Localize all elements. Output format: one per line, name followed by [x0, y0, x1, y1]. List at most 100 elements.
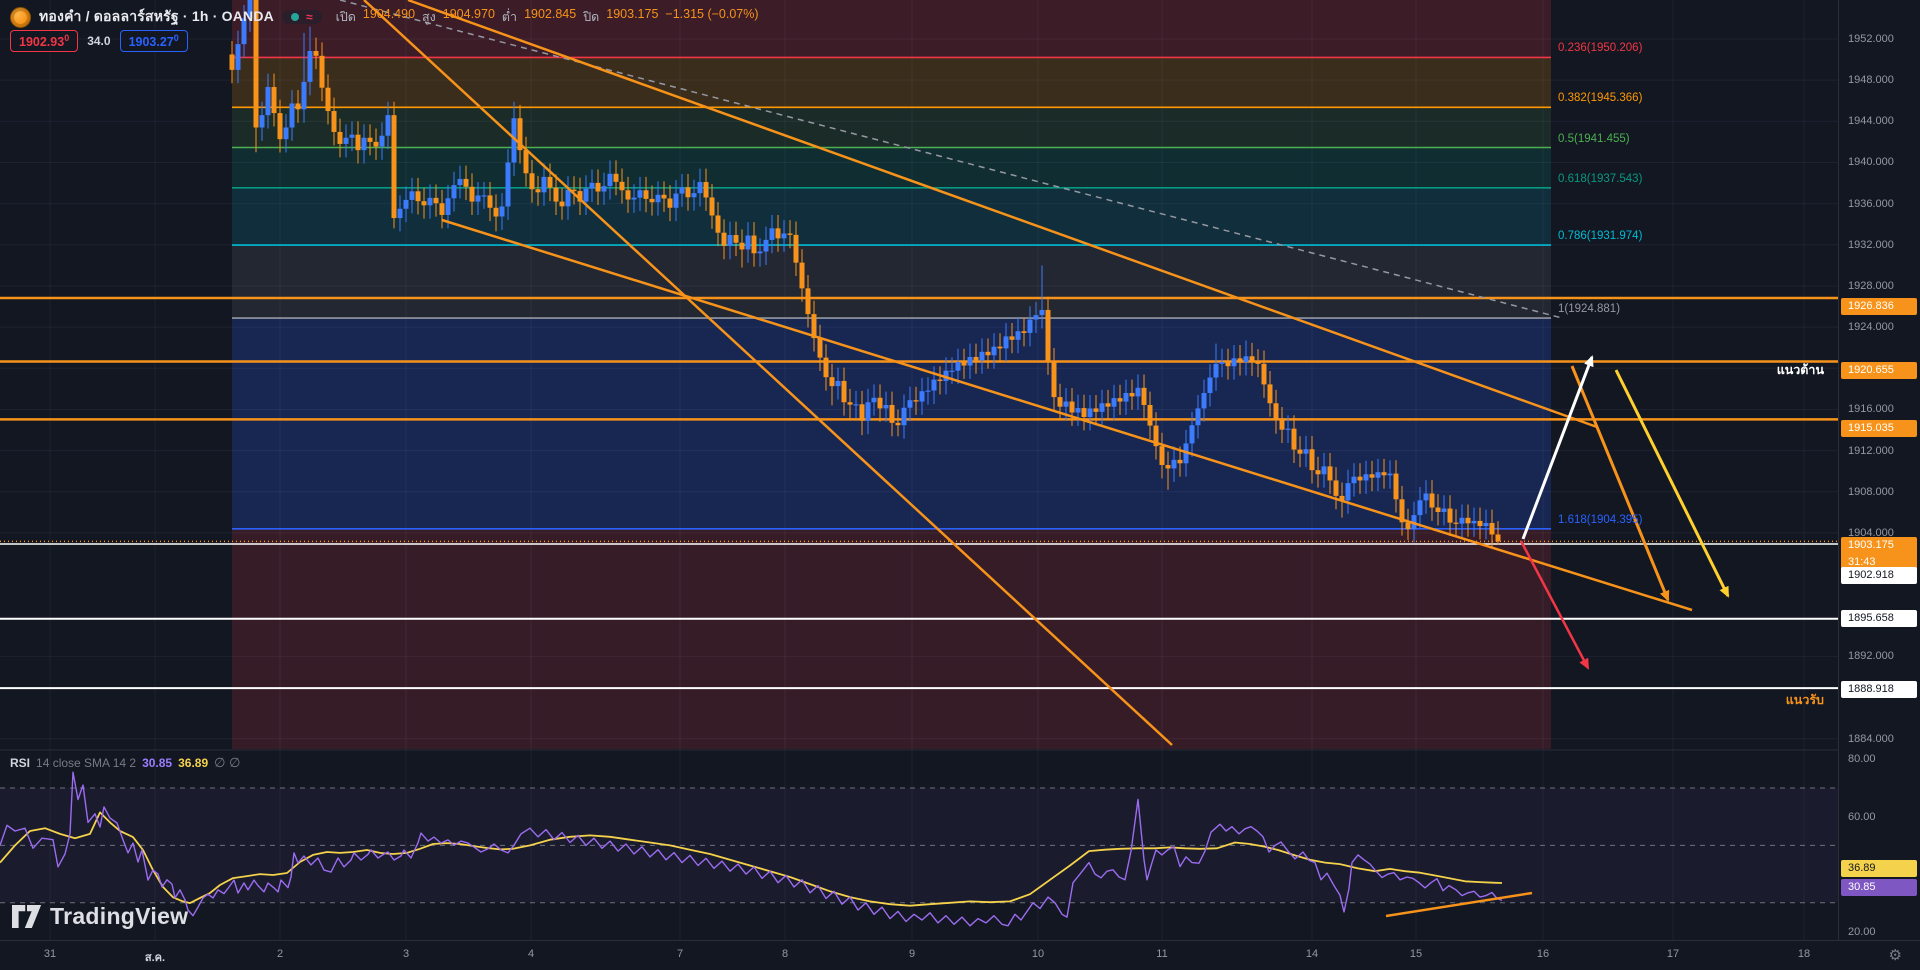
rsi-empty-values: ∅ ∅: [214, 755, 241, 770]
fib-band: [232, 147, 1551, 188]
projection-red-down[interactable]: [1519, 540, 1590, 670]
candle-body: [883, 404, 889, 409]
candle-body: [1453, 522, 1459, 524]
candle-body: [595, 182, 601, 192]
time-scale-label: 16: [1536, 948, 1550, 960]
buy-button[interactable]: 1903.270: [119, 30, 188, 53]
candle-body: [1033, 315, 1039, 320]
chart-canvas[interactable]: [0, 0, 1838, 940]
steep-trendline[interactable]: [363, 0, 1173, 746]
candle-body: [763, 239, 769, 252]
open-value: 1904.490: [362, 7, 416, 21]
candle-body: [343, 137, 349, 144]
candle-body: [1477, 520, 1483, 527]
candle-body: [571, 189, 577, 192]
time-scale-label: 9: [908, 948, 916, 960]
candle-body: [907, 400, 913, 408]
candle-body: [979, 351, 985, 361]
price-scale-tick: 60.00: [1848, 810, 1876, 823]
candle-body: [1135, 387, 1141, 397]
candle-body: [1267, 384, 1273, 404]
candle-body: [427, 197, 433, 206]
candle-body: [337, 131, 343, 144]
time-scale-label: 4: [527, 948, 535, 960]
rsi-indicator-header[interactable]: RSI 14 close SMA 14 2 30.85 36.89 ∅ ∅: [10, 755, 240, 771]
time-scale-label: 31: [43, 948, 57, 960]
candle-body: [565, 189, 571, 207]
candle-body: [349, 134, 355, 138]
candle-body: [1345, 483, 1351, 501]
candle-body: [1075, 408, 1081, 413]
candle-body: [1489, 522, 1495, 535]
candle-body: [289, 103, 295, 128]
high-label: สูง: [422, 10, 436, 24]
time-scale[interactable]: ⚙ 31 ส.ค. 2 3 4 7 8 9 10 11 14 15 16 17 18: [0, 940, 1920, 970]
candle-body: [469, 186, 475, 202]
tradingview-logo[interactable]: TradingView: [12, 903, 188, 930]
candle-body: [697, 182, 703, 194]
dashed-trendline[interactable]: [339, 0, 1563, 319]
candle-body: [625, 190, 631, 200]
candle-body: [601, 186, 607, 192]
candle-body: [649, 198, 655, 203]
candle-body: [1093, 408, 1099, 412]
candle-body: [295, 103, 301, 110]
projection-orange-down[interactable]: [1570, 365, 1670, 602]
candle-body: [1237, 358, 1243, 363]
candle-body: [481, 195, 487, 197]
candle-body: [1369, 474, 1375, 478]
chart-svg: [0, 0, 1838, 940]
candle-body: [727, 235, 733, 246]
candle-body: [1123, 392, 1129, 402]
channel-top[interactable]: [407, 0, 1598, 429]
rsi-trendline[interactable]: [1385, 891, 1533, 918]
bid-ask-bar: 1902.930 34.0 1903.270: [10, 30, 188, 53]
candle-body: [1363, 474, 1369, 481]
gear-icon[interactable]: ⚙: [1888, 947, 1902, 964]
candle-body: [409, 191, 415, 200]
candle-body: [685, 187, 691, 198]
candle-body: [373, 141, 379, 147]
candle-body: [1483, 522, 1489, 527]
time-scale-label: 8: [781, 948, 789, 960]
candle-body: [619, 181, 625, 191]
time-scale-label: 18: [1797, 948, 1811, 960]
candle-body: [655, 194, 661, 203]
candle-body: [853, 404, 859, 406]
channel-bottom[interactable]: [441, 218, 1693, 612]
price-scale-tick: 1892.000: [1848, 650, 1894, 663]
rsi-line: [0, 771, 1503, 927]
tradingview-logo-icon: [12, 905, 42, 928]
candle-body: [1057, 397, 1063, 407]
candle-body: [991, 346, 997, 356]
candle-body: [493, 207, 499, 217]
candle-body: [505, 162, 511, 207]
candle-body: [451, 185, 457, 199]
sell-button[interactable]: 1902.930: [10, 30, 79, 53]
price-scale[interactable]: 1952.000 1948.000 1944.000 1940.000 1936.000…: [1838, 0, 1920, 940]
candle-body: [757, 251, 763, 254]
projection-white-up[interactable]: [1521, 355, 1594, 540]
candle-body: [889, 404, 895, 423]
candle-body: [553, 187, 559, 202]
candle-body: [1435, 507, 1441, 512]
candle-body: [1447, 508, 1453, 523]
projection-yellow-down[interactable]: [1614, 369, 1730, 598]
price-scale-tick: 1948.000: [1848, 74, 1894, 87]
candle-body: [247, 0, 253, 19]
candle-body: [403, 199, 409, 209]
tradingview-logo-text: TradingView: [50, 903, 189, 929]
market-status-pill[interactable]: ≈: [281, 10, 322, 24]
candle-body: [1285, 428, 1291, 430]
price-scale-tick: 1884.000: [1848, 732, 1894, 745]
candle-body: [1441, 508, 1447, 512]
fib-band: [232, 107, 1551, 148]
candle-body: [787, 233, 793, 235]
candle-body: [241, 18, 247, 45]
price-badge: 1902.918: [1841, 567, 1917, 584]
time-scale-label: 15: [1409, 948, 1423, 960]
candle-body: [793, 234, 799, 263]
candle-body: [1375, 472, 1381, 478]
symbol-title[interactable]: ทองคำ / ดอลลาร์สหรัฐ · 1h · OANDA: [39, 8, 274, 24]
